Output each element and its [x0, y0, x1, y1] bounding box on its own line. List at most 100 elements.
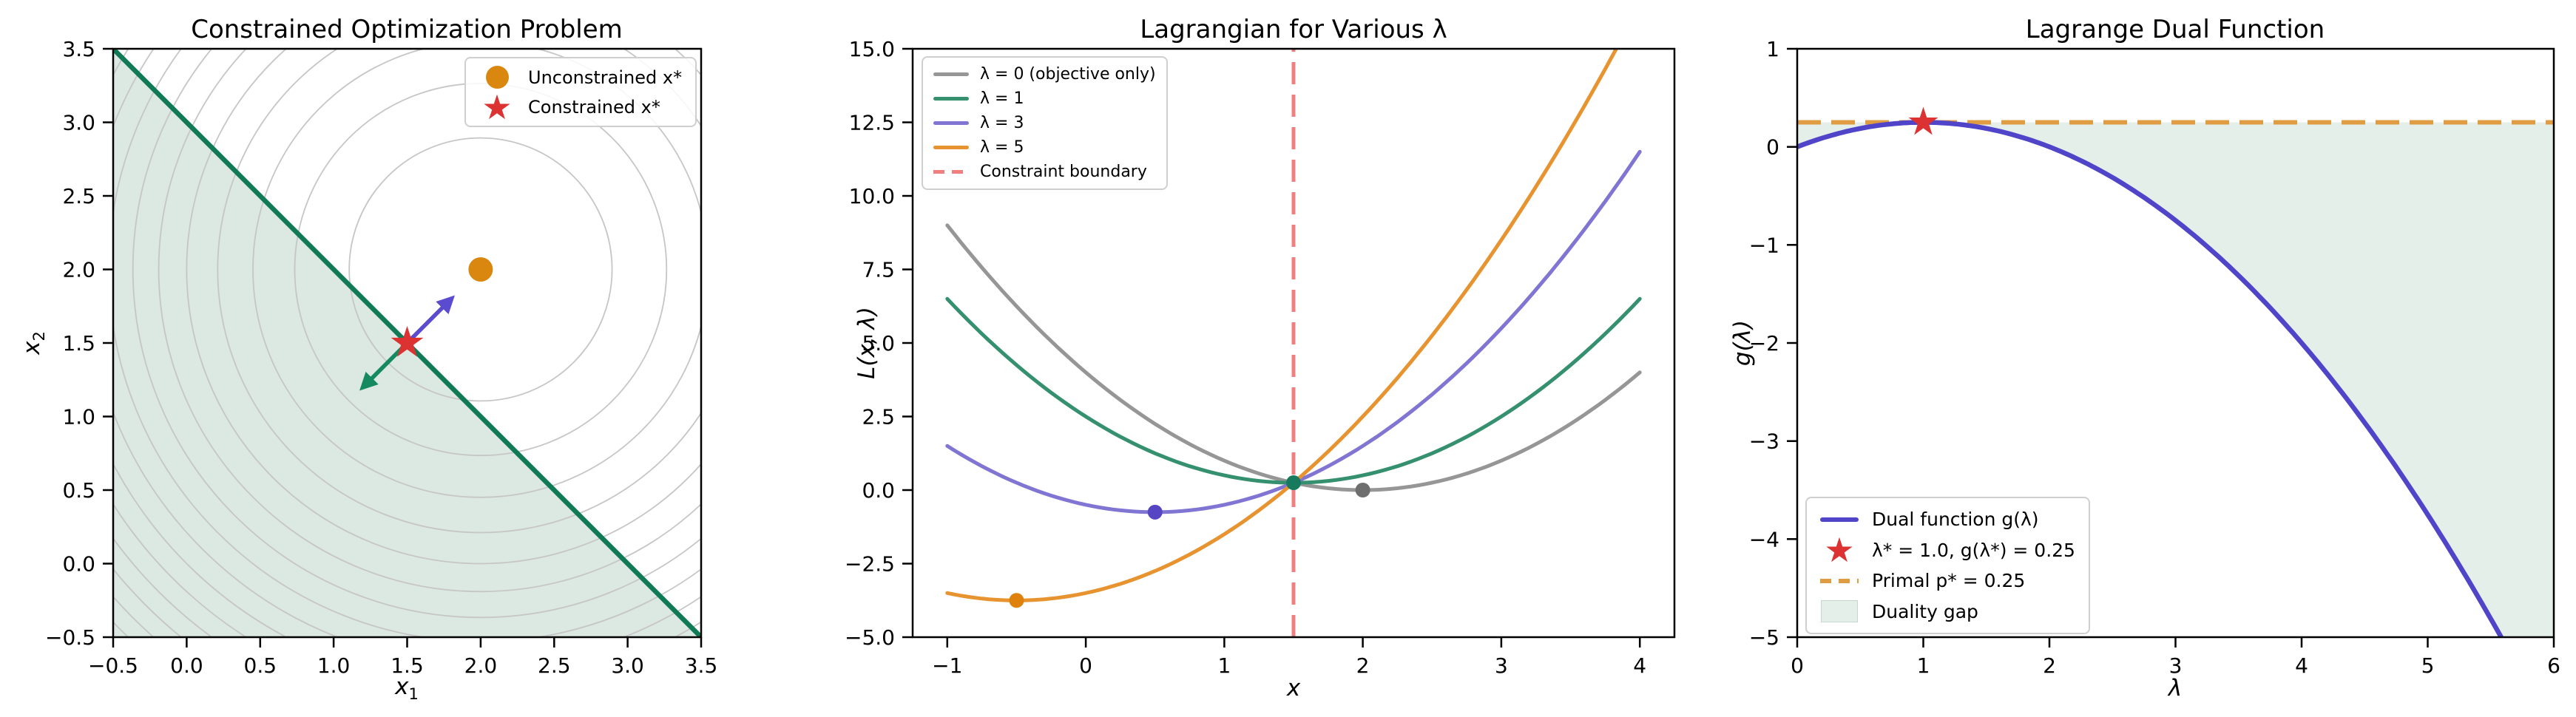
gradient-arrow	[359, 346, 405, 391]
red-star-marker-icon: ★	[481, 87, 513, 127]
panel2-plot-area	[945, 49, 1642, 637]
panel2-ylabel: L(x, λ)	[853, 307, 880, 379]
blue-line-swatch-icon	[1820, 517, 1859, 522]
contour-ring	[186, 49, 701, 565]
legend-item-duality-gap: Duality gap	[1820, 600, 2075, 622]
y-tick-label: 10.0	[849, 184, 895, 208]
contour-ring	[348, 137, 613, 402]
legend-item-lambda-3: λ = 3	[933, 114, 1156, 132]
x-tick-label: 6	[2547, 653, 2560, 678]
panel2-title: Lagrangian for Various λ	[1140, 15, 1447, 44]
contour-ring	[252, 49, 701, 498]
y-tick-label: 0.0	[62, 552, 95, 577]
unconstrained-optimum-marker	[468, 257, 493, 282]
y-tick-label: 1.5	[62, 331, 95, 356]
y-tick-label: 1	[1766, 37, 1779, 61]
x-tick-label: 1.5	[391, 653, 424, 678]
legend-item-lambda-1: λ = 1	[933, 89, 1156, 108]
panel3-title: Lagrange Dual Function	[2025, 15, 2325, 44]
x-tick-label: 0.5	[244, 653, 277, 678]
minimizer-dot-lambda-1	[1286, 475, 1301, 491]
minimizer-dot-lambda-3	[1147, 504, 1163, 520]
legend-label: Constrained x*	[528, 97, 660, 118]
y-tick-label: 12.5	[849, 111, 895, 135]
legend-label: λ = 1	[980, 89, 1024, 108]
y-tick-label: −2.5	[845, 552, 895, 577]
x-tick-label: 1	[1217, 653, 1231, 678]
legend-label: Constraint boundary	[980, 163, 1147, 181]
y-tick-label: −1	[1749, 233, 1779, 257]
panel1-xlabel-base: x	[395, 673, 409, 700]
panel1-ylabel-sub: 2	[30, 331, 49, 341]
panel1-ylabel: x2	[18, 331, 48, 355]
x-tick-label: 3.5	[685, 653, 718, 678]
x-tick-label: 4	[2295, 653, 2308, 678]
x-tick-label: 1	[1917, 653, 1930, 678]
x-tick-label: 1.0	[317, 653, 351, 678]
panel1-ylabel-base: x	[18, 341, 45, 355]
y-tick-label: −2	[1749, 331, 1779, 356]
y-tick-label: 7.5	[862, 258, 895, 282]
contour-ring	[158, 49, 701, 593]
x-tick-label: 3.0	[611, 653, 644, 678]
legend-label: Unconstrained x*	[528, 67, 683, 88]
minimizer-dot-lambda-5	[1009, 593, 1024, 608]
y-tick-label: 1.0	[62, 405, 95, 429]
panel3-legend: Dual function g(λ) ★ λ* = 1.0, g(λ*) = 0…	[1805, 497, 2090, 634]
x-tick-label: 3	[1495, 653, 1508, 678]
orange-line-swatch-icon	[933, 146, 969, 149]
x-tick-label: 0.0	[170, 653, 203, 678]
y-tick-label: 5.0	[862, 331, 895, 356]
legend-label: λ = 0 (objective only)	[980, 65, 1156, 84]
panel3-ylabel: g(λ)	[1729, 319, 1756, 367]
y-tick-label: 2.5	[862, 405, 895, 429]
legend-label: Duality gap	[1872, 600, 1978, 622]
y-tick-label: 3.0	[62, 111, 95, 135]
y-tick-label: 15.0	[849, 37, 895, 61]
y-tick-label: −3	[1749, 429, 1779, 454]
panel3-xlabel: λ	[2168, 675, 2183, 701]
x-tick-label: 5	[2421, 653, 2435, 678]
panel1-legend: Unconstrained x* ★ Constrained x*	[464, 57, 697, 127]
dual-optimum-star	[1908, 106, 1938, 135]
panel1-plot-area	[113, 49, 701, 637]
legend-item-primal: Primal p* = 0.25	[1820, 570, 2075, 591]
panel2-xlabel: x	[1286, 675, 1301, 701]
x-tick-label: −1	[932, 653, 962, 678]
axes-frame	[1796, 47, 2555, 639]
y-tick-label: 0	[1766, 135, 1779, 160]
x-tick-label: 2.0	[464, 653, 498, 678]
legend-label: Primal p* = 0.25	[1872, 570, 2026, 591]
purple-line-swatch-icon	[933, 121, 969, 125]
green-patch-swatch-icon	[1820, 600, 1859, 622]
axes-frame	[112, 47, 703, 639]
orange-dashed-swatch-icon	[1820, 578, 1859, 583]
x-tick-label: 0	[1791, 653, 1804, 678]
red-dashed-swatch-icon	[933, 170, 969, 174]
y-tick-label: 3.5	[62, 37, 95, 61]
legend-item-lambda-0: λ = 0 (objective only)	[933, 65, 1156, 84]
y-tick-label: −5.0	[845, 625, 895, 650]
gradient-arrow	[410, 295, 455, 340]
x-tick-label: 2	[2043, 653, 2056, 678]
legend-item-lambda-5: λ = 5	[933, 138, 1156, 157]
x-tick-label: 0	[1079, 653, 1092, 678]
panel2-legend: λ = 0 (objective only) λ = 1 λ = 3 λ = 5…	[922, 56, 1168, 190]
y-tick-label: 0.0	[862, 478, 895, 503]
y-tick-label: 0.5	[62, 478, 95, 503]
y-tick-label: 2.0	[62, 258, 95, 282]
constrained-optimum-marker	[391, 326, 424, 357]
x-tick-label: 2.5	[538, 653, 571, 678]
panel1-title: Constrained Optimization Problem	[191, 15, 623, 44]
green-line-swatch-icon	[933, 97, 969, 101]
x-tick-label: −0.5	[88, 653, 138, 678]
red-star-marker-icon: ★	[1824, 530, 1855, 570]
duality-gap-region	[1797, 122, 2554, 637]
x-tick-label: 4	[1633, 653, 1646, 678]
axes-frame	[911, 47, 1676, 639]
legend-item-dual-optimum: ★ λ* = 1.0, g(λ*) = 0.25	[1820, 530, 2075, 570]
contour-ring	[217, 49, 701, 534]
panel1-xlabel: x1	[395, 673, 419, 703]
